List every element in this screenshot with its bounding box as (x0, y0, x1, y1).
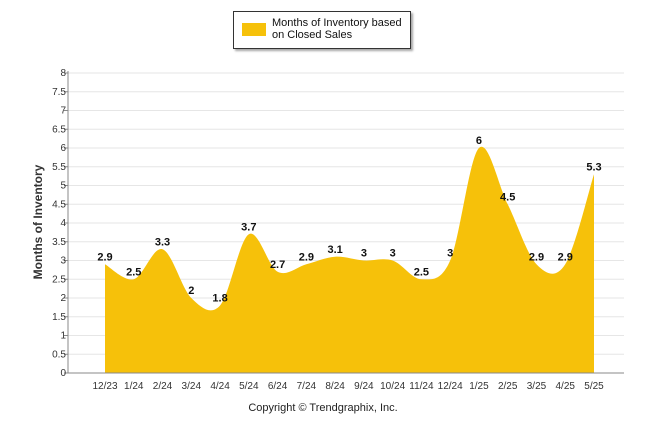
x-tick-label: 12/23 (92, 381, 117, 392)
x-tick-labels: 12/23 1/24 2/24 3/24 4/24 5/24 6/24 7/24 8/24 9/2… (92, 381, 604, 392)
x-tick-label: 1/25 (469, 381, 489, 392)
data-label: 2.9 (529, 251, 544, 263)
y-tick-label: 3.5 (52, 237, 66, 248)
data-label: 2 (188, 285, 194, 297)
x-tick-label: 7/24 (297, 381, 317, 392)
data-label: 2.9 (558, 251, 573, 263)
y-tick-label: 0.5 (52, 349, 66, 360)
x-tick-label: 2/25 (498, 381, 518, 392)
data-label: 3 (361, 248, 367, 260)
data-label: 1.8 (212, 293, 227, 305)
y-axis-title: Months of Inventory (31, 164, 45, 280)
legend-label: Months of Inventory based on Closed Sale… (272, 17, 402, 41)
data-labels: 2.9 2.5 3.3 2 1.8 3.7 2.7 2.9 3.1 3 3 2.5 3 6 4.5 2.9 2.… (97, 135, 601, 305)
x-tick-label: 8/24 (325, 381, 345, 392)
y-tick-label: 8 (60, 68, 66, 79)
y-tick-label: 4 (60, 218, 66, 229)
y-tick-labels: 0 0.5 1 1.5 2 2.5 3 3.5 4 4.5 5 5.5 6 6.5 7 7.5 8 (52, 68, 66, 379)
y-tick-label: 2 (60, 293, 66, 304)
x-tick-label: 2/24 (153, 381, 173, 392)
data-label: 3 (447, 248, 453, 260)
y-tick-label: 1.5 (52, 312, 66, 323)
y-tick-label: 4.5 (52, 199, 66, 210)
x-tick-label: 10/24 (380, 381, 405, 392)
axes (67, 71, 624, 374)
data-label: 5.3 (586, 161, 601, 173)
data-label: 3.7 (241, 221, 256, 233)
x-tick-label: 3/24 (182, 381, 202, 392)
data-label: 3 (390, 248, 396, 260)
data-label: 2.7 (270, 259, 285, 271)
y-tick-label: 6.5 (52, 124, 66, 135)
legend: Months of Inventory based on Closed Sale… (233, 11, 411, 49)
x-tick-label: 6/24 (268, 381, 288, 392)
y-tick-label: 1 (60, 331, 66, 342)
y-tick-label: 5 (60, 181, 66, 192)
y-tick-label: 3 (60, 256, 66, 267)
data-label: 2.5 (414, 266, 429, 278)
y-tick-label: 5.5 (52, 162, 66, 173)
x-tick-label: 4/25 (556, 381, 576, 392)
y-tick-label: 0 (60, 368, 66, 379)
data-label: 6 (476, 135, 482, 147)
x-tick-label: 4/24 (210, 381, 230, 392)
data-label: 2.5 (126, 266, 141, 278)
data-label: 2.9 (97, 251, 112, 263)
series-area-path (105, 146, 594, 373)
x-tick-label: 11/24 (409, 381, 434, 392)
x-tick-label: 5/24 (239, 381, 259, 392)
data-label: 3.1 (327, 244, 342, 256)
y-tick-label: 7.5 (52, 87, 66, 98)
y-tick-label: 2.5 (52, 274, 66, 285)
data-label: 4.5 (500, 191, 515, 203)
y-tick-label: 6 (60, 143, 66, 154)
legend-swatch (242, 23, 266, 36)
data-label: 2.9 (299, 251, 314, 263)
x-tick-label: 1/24 (124, 381, 144, 392)
series-area (105, 146, 594, 373)
copyright-text: Copyright © Trendgraphix, Inc. (248, 402, 398, 414)
x-tick-label: 9/24 (354, 381, 374, 392)
x-tick-label: 3/25 (527, 381, 547, 392)
x-tick-label: 5/25 (584, 381, 604, 392)
data-label: 3.3 (155, 236, 170, 248)
x-tick-label: 12/24 (438, 381, 463, 392)
y-tick-label: 7 (60, 106, 66, 117)
